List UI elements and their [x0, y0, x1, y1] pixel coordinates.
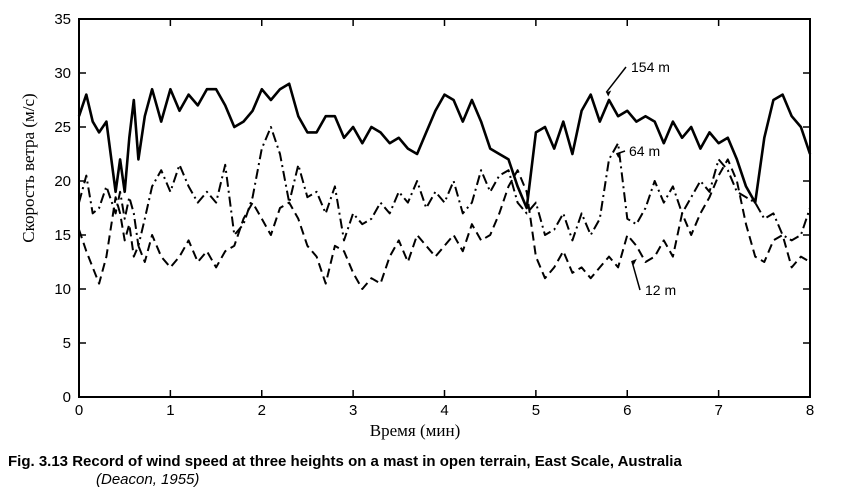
y-tick-label: 5 [63, 335, 71, 352]
label-leader-line [605, 66, 627, 93]
plot-frame [78, 18, 811, 398]
y-axis-title: Скорость ветра (м/с) [19, 93, 38, 242]
y-tick-label: 15 [54, 227, 71, 244]
x-axis-title: Время (мин) [370, 421, 461, 440]
figure-caption-text: Fig. 3.13 Record of wind speed at three … [8, 453, 682, 470]
x-tick-label: 2 [258, 402, 266, 419]
series-label: 64 m [629, 143, 660, 159]
figure-citation: (Deacon, 1955) [96, 471, 200, 488]
y-tick-label: 20 [54, 173, 71, 190]
y-tick-label: 35 [54, 11, 71, 28]
x-tick-label: 5 [532, 402, 540, 419]
y-axis: 0 5 10 15 20 25 30 35 [54, 11, 810, 406]
x-tick-label: 3 [349, 402, 357, 419]
x-axis: 0 1 2 3 4 5 6 7 8 [75, 19, 814, 419]
series-labels: 154 m 64 m 12 m [605, 59, 676, 298]
y-tick-label: 0 [63, 389, 71, 406]
label-leader-line [631, 260, 641, 291]
figure-caption: Fig. 3.13 Record of wind speed at three … [8, 453, 838, 489]
series-label: 12 m [645, 282, 676, 298]
label-arrowhead [616, 152, 622, 158]
x-tick-label: 0 [75, 402, 83, 419]
series-line-154-m [77, 82, 812, 210]
series-lines [77, 82, 812, 290]
x-tick-label: 1 [166, 402, 174, 419]
x-tick-label: 4 [440, 402, 448, 419]
y-tick-label: 25 [54, 119, 71, 136]
label-arrowhead [631, 258, 637, 265]
x-tick-label: 7 [714, 402, 722, 419]
wind-speed-chart: 0 1 2 3 4 5 6 7 8 0 5 10 15 20 25 30 35 154 m 64 m 12 m В… [19, 11, 814, 440]
series-line-12-m [78, 158, 811, 290]
series-label: 154 m [631, 59, 670, 75]
series-line-64-m [78, 126, 811, 247]
label-arrowhead [606, 90, 612, 97]
x-tick-label: 6 [623, 402, 631, 419]
y-tick-label: 10 [54, 281, 71, 298]
y-tick-label: 30 [54, 65, 71, 82]
x-tick-label: 8 [806, 402, 814, 419]
